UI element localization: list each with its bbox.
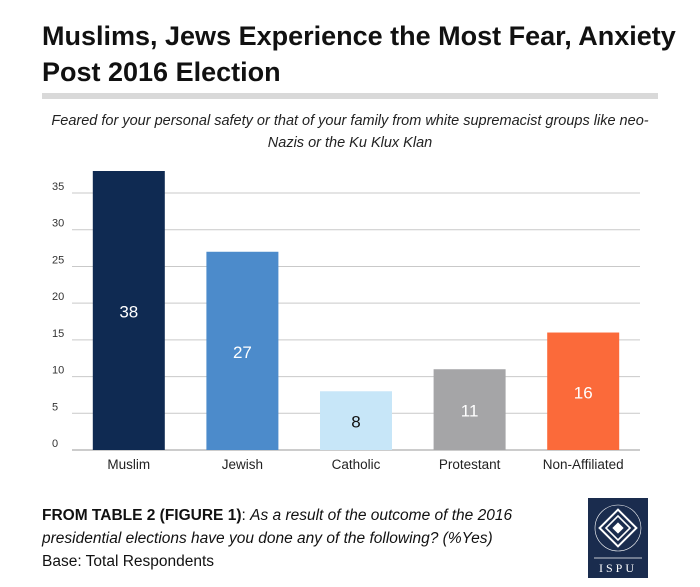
bar <box>92 171 165 450</box>
y-tick-label: 30 <box>52 218 64 230</box>
bar <box>433 369 506 450</box>
y-tick-label: 35 <box>52 181 64 193</box>
chart-title: Muslims, Jews Experience the Most Fear, … <box>42 21 676 87</box>
y-tick-label: 5 <box>52 401 58 413</box>
x-tick-label: Protestant <box>439 457 501 472</box>
chart-subtitle: Feared for your personal safety or that … <box>51 113 649 151</box>
data-label: 11 <box>461 402 479 421</box>
logo-ring <box>594 504 642 552</box>
footer-question: As a result of the outcome of the 2016 p… <box>42 507 513 547</box>
y-tick-label: 20 <box>52 291 64 303</box>
y-tick-label: 0 <box>52 438 58 450</box>
bar-chart: 0 5 10 15 20 25 30 35 38 Muslim 27 Jewish 8 Catholic 1… <box>52 171 640 472</box>
logo-diamond-outer <box>598 508 638 548</box>
y-tick-label: 10 <box>52 365 64 377</box>
footer-base: Base: Total Respondents <box>42 553 215 570</box>
data-label: 27 <box>233 343 252 362</box>
logo-background <box>588 498 648 578</box>
logo-wordmark: ISPU <box>599 561 637 575</box>
x-tick-label: Muslim <box>107 457 150 472</box>
y-tick-label: 25 <box>52 254 64 266</box>
data-label: 8 <box>351 413 360 432</box>
x-tick-label: Jewish <box>222 457 263 472</box>
bar <box>320 391 392 450</box>
ispu-logo: ISPU <box>588 498 648 578</box>
title-underline <box>42 93 658 99</box>
data-label: 16 <box>574 383 593 402</box>
x-tick-label: Non-Affiliated <box>543 457 624 472</box>
y-tick-label: 15 <box>52 328 64 340</box>
data-label: 38 <box>119 303 138 322</box>
bar <box>206 251 279 450</box>
footer-note: FROM TABLE 2 (FIGURE 1): As a result of … <box>42 507 513 570</box>
bar <box>547 332 620 450</box>
logo-diamond-mid <box>604 514 632 542</box>
footer-source: FROM TABLE 2 (FIGURE 1) <box>42 507 242 524</box>
x-tick-label: Catholic <box>332 457 381 472</box>
